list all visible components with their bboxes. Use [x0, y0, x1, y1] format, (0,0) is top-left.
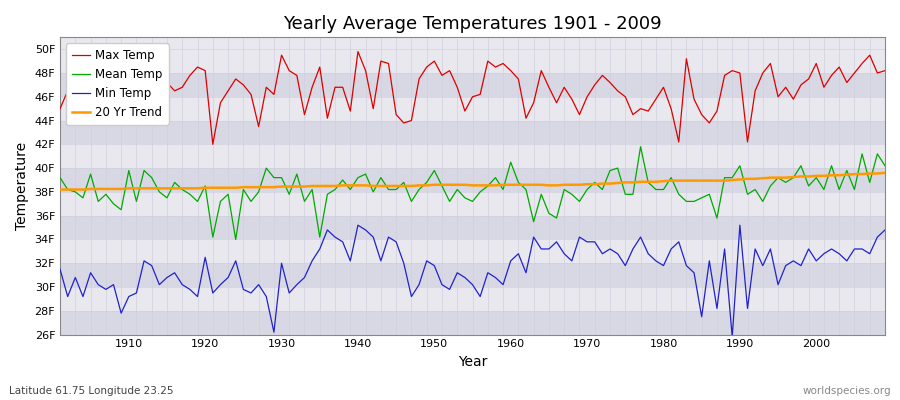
- Min Temp: [879, 228, 890, 232]
- 20 Yr Trend: [284, 184, 294, 189]
- Min Temp: [727, 334, 738, 339]
- Line: Max Temp: Max Temp: [60, 52, 885, 144]
- Min Temp: [116, 311, 127, 316]
- Bar: [60, 192, 885, 216]
- Line: 20 Yr Trend: 20 Yr Trend: [60, 173, 885, 190]
- Bar: [60, 49, 885, 73]
- Max Temp: [116, 112, 127, 117]
- Line: Mean Temp: Mean Temp: [60, 147, 885, 240]
- Mean Temp: [605, 168, 616, 173]
- Min Temp: [505, 258, 516, 263]
- Legend: Max Temp, Mean Temp, Min Temp, 20 Yr Trend: Max Temp, Mean Temp, Min Temp, 20 Yr Tre…: [66, 43, 168, 125]
- Bar: [60, 311, 885, 334]
- Max Temp: [879, 68, 890, 73]
- Max Temp: [55, 106, 66, 111]
- Min Temp: [329, 235, 340, 240]
- Text: Latitude 61.75 Longitude 23.25: Latitude 61.75 Longitude 23.25: [9, 386, 174, 396]
- Mean Temp: [513, 180, 524, 185]
- Bar: [60, 144, 885, 168]
- Min Temp: [284, 290, 294, 295]
- Bar: [60, 263, 885, 287]
- Mean Temp: [505, 160, 516, 164]
- Bar: [60, 287, 885, 311]
- 20 Yr Trend: [55, 187, 66, 192]
- Min Temp: [605, 246, 616, 251]
- Bar: [60, 97, 885, 120]
- Min Temp: [55, 267, 66, 272]
- Mean Temp: [338, 178, 348, 182]
- Bar: [60, 240, 885, 263]
- Mean Temp: [879, 163, 890, 168]
- Mean Temp: [292, 172, 302, 176]
- Min Temp: [353, 223, 364, 228]
- Text: worldspecies.org: worldspecies.org: [803, 386, 891, 396]
- 20 Yr Trend: [329, 184, 340, 188]
- Min Temp: [513, 251, 524, 256]
- 20 Yr Trend: [879, 170, 890, 175]
- Bar: [60, 168, 885, 192]
- Mean Temp: [55, 175, 66, 180]
- Y-axis label: Temperature: Temperature: [15, 142, 29, 230]
- Mean Temp: [116, 207, 127, 212]
- Max Temp: [520, 116, 531, 120]
- Max Temp: [338, 85, 348, 90]
- Bar: [60, 120, 885, 144]
- Max Temp: [207, 142, 218, 147]
- Mean Temp: [230, 237, 241, 242]
- Mean Temp: [635, 144, 646, 149]
- 20 Yr Trend: [498, 182, 508, 187]
- Max Temp: [513, 76, 524, 81]
- 20 Yr Trend: [116, 186, 127, 191]
- Max Temp: [612, 88, 623, 93]
- Bar: [60, 216, 885, 240]
- 20 Yr Trend: [597, 181, 608, 186]
- Line: Min Temp: Min Temp: [60, 225, 885, 337]
- Max Temp: [353, 49, 364, 54]
- Max Temp: [292, 73, 302, 78]
- X-axis label: Year: Year: [458, 355, 487, 369]
- Title: Yearly Average Temperatures 1901 - 2009: Yearly Average Temperatures 1901 - 2009: [284, 15, 662, 33]
- 20 Yr Trend: [505, 182, 516, 187]
- Bar: [60, 73, 885, 97]
